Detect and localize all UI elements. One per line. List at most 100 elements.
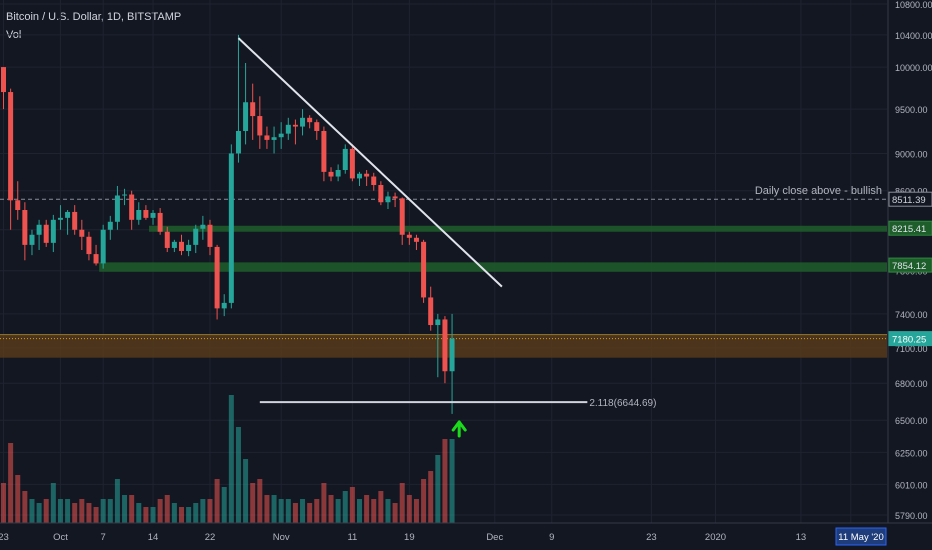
candle-body [29, 234, 35, 245]
trendline [237, 37, 503, 288]
candle-body [57, 217, 63, 220]
candle-body [129, 194, 135, 220]
candle-body [36, 224, 42, 235]
x-tick-label: 23 [0, 532, 9, 543]
volume-bar [8, 443, 14, 523]
candle-body [221, 302, 227, 309]
volume-bar [243, 459, 249, 523]
candle-body [321, 130, 327, 172]
candle-body [214, 246, 220, 309]
candle-body [136, 209, 142, 220]
volume-bar [57, 499, 63, 523]
volume-bar [449, 439, 455, 523]
volume-bar [307, 503, 313, 523]
candle-body [300, 117, 306, 127]
candle-body [228, 153, 234, 303]
volume-bar [107, 499, 113, 523]
volume-bar [435, 455, 441, 523]
volume-bar [335, 499, 341, 523]
price-badge-label: 8215.41 [892, 224, 926, 235]
x-tick-label: 2020 [705, 532, 726, 543]
volume-bar [22, 491, 28, 523]
candle-body [86, 236, 92, 255]
price-badge [888, 220, 932, 236]
candle-body [100, 229, 106, 264]
candle-body [179, 241, 184, 252]
candle-body [449, 338, 455, 372]
candle-body [150, 212, 156, 218]
volume-bar [399, 483, 405, 523]
candle-body [65, 211, 71, 218]
volume-bar [1, 483, 6, 523]
candle-body [93, 254, 99, 264]
up-arrow-icon [451, 420, 467, 438]
volume-bar [129, 495, 135, 523]
price-badge [888, 331, 932, 347]
volume-bar [235, 427, 241, 523]
volume-bar [72, 503, 78, 523]
volume-bar [392, 503, 398, 523]
x-tick-label: 9 [549, 532, 554, 543]
volume-bar [136, 503, 142, 523]
y-tick-label: 10400.00 [895, 31, 932, 41]
candle-body [157, 212, 163, 232]
volume-bar [93, 507, 99, 523]
x-tick-label: Nov [273, 532, 290, 543]
candle-body [43, 224, 49, 243]
x-tick-label: Dec [486, 532, 503, 543]
price-badge-label: 7180.25 [892, 335, 926, 346]
candle-body [307, 117, 313, 123]
x-tick-label: 13 [796, 532, 807, 543]
x-tick-label: Oct [53, 532, 68, 543]
candle-body [264, 135, 270, 140]
x-tick-label: 7 [101, 532, 106, 543]
candle-body [243, 102, 249, 131]
volume-bar [364, 495, 370, 523]
volume-bar [342, 491, 348, 523]
volume-bar [385, 499, 391, 523]
volume-bar [421, 479, 427, 523]
candle-body [79, 229, 85, 237]
candle-body [15, 200, 21, 210]
candle-body [378, 185, 384, 203]
volume-bar [122, 495, 128, 523]
fib-label: 2.118(6644.69) [589, 398, 656, 409]
volume-bar [250, 483, 256, 523]
dashed-level-note: Daily close above - bullish [755, 185, 882, 197]
volume-bar [271, 495, 277, 523]
candle-body [143, 209, 149, 218]
volume-bar [193, 503, 199, 523]
candle-body [235, 130, 241, 154]
x-tick-label: 23 [646, 532, 657, 543]
volume-bar [428, 471, 434, 523]
price-badge-label: 8511.39 [892, 195, 926, 206]
chart-title: Bitcoin / U.S. Dollar, 1D, BITSTAMP [6, 11, 182, 23]
volume-bar [36, 503, 42, 523]
candle-body [385, 196, 391, 203]
volume-bar [143, 507, 149, 523]
candle-body [342, 148, 348, 171]
candle-body [107, 221, 113, 230]
y-tick-label: 5790.00 [895, 511, 928, 521]
candle-body [200, 224, 206, 229]
volume-bar [221, 487, 227, 523]
volume-bar [200, 499, 206, 523]
volume-bar [300, 499, 306, 523]
volume-bar [378, 491, 384, 523]
candle-body [285, 124, 291, 134]
candle-body [399, 198, 405, 235]
price-badge-label: 7854.12 [892, 261, 926, 272]
candle-body [72, 211, 78, 230]
volume-bar [257, 479, 263, 523]
volume-bar [292, 503, 298, 523]
candle-body [193, 228, 199, 245]
candle-body [292, 124, 298, 127]
volume-bar [100, 499, 106, 523]
volume-bar [264, 495, 270, 523]
volume-bar [228, 395, 234, 523]
candle-body [250, 102, 256, 117]
date-badge-label: 11 May '20 [838, 532, 883, 543]
date-badge [835, 527, 887, 546]
volume-bar [171, 503, 177, 523]
